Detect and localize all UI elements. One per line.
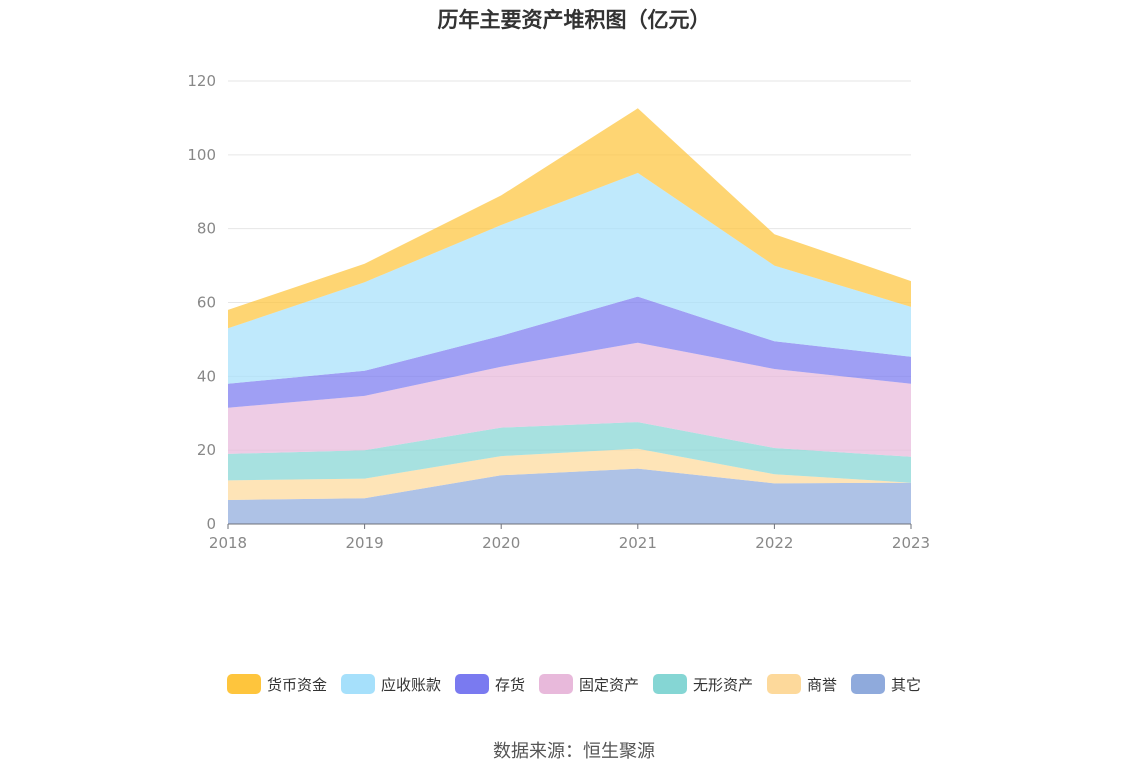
legend-item[interactable]: 固定资产 [538, 674, 639, 695]
y-tick-label: 120 [187, 72, 216, 90]
legend-swatch [538, 674, 573, 694]
y-tick-label: 80 [197, 220, 216, 238]
legend-item[interactable]: 无形资产 [653, 674, 753, 695]
axes: 0 20 40 60 80 100 120 2018 2019 2020 2021 2022 2023 [187, 72, 930, 552]
y-tick-label: 40 [197, 367, 216, 385]
x-tick-label: 2019 [346, 534, 384, 552]
x-tick-label: 2022 [755, 534, 793, 552]
chart-title: 历年主要资产堆积图（亿元） [437, 8, 711, 32]
legend-swatch [767, 674, 802, 694]
area-series-1[interactable] [228, 448, 911, 500]
legend-item[interactable]: 存货 [454, 674, 525, 695]
area-series-0[interactable] [228, 468, 911, 524]
legend-label: 无形资产 [693, 675, 754, 694]
legend-swatch [226, 674, 261, 694]
legend-item[interactable]: 其它 [851, 674, 921, 695]
x-tick-label: 2023 [892, 534, 930, 552]
legend-label: 货币资金 [266, 675, 327, 694]
area-series-4[interactable] [228, 296, 911, 408]
y-tick-label: 0 [206, 515, 216, 533]
legend-label: 商誉 [807, 675, 838, 694]
legend-item[interactable]: 应收账款 [340, 674, 441, 695]
y-tick-label: 20 [197, 441, 216, 459]
legend-label: 应收账款 [380, 675, 441, 694]
x-tick-label: 2020 [482, 534, 520, 552]
x-tick-label: 2018 [209, 534, 247, 552]
y-tick-label: 100 [187, 146, 216, 164]
x-tick-label: 2021 [619, 534, 657, 552]
area-series-5[interactable] [228, 172, 911, 384]
legend-swatch [340, 674, 375, 694]
y-tick-label: 60 [197, 294, 216, 312]
legend-swatch [653, 674, 687, 694]
area-series-2[interactable] [228, 422, 911, 483]
legend-label: 固定资产 [578, 675, 639, 694]
area-series-6[interactable] [228, 108, 911, 329]
legend-swatch [851, 674, 886, 694]
legend-swatch [454, 674, 489, 694]
legend-label: 存货 [494, 675, 525, 694]
legend-item[interactable]: 货币资金 [226, 674, 327, 695]
legend-item[interactable]: 商誉 [767, 674, 837, 695]
source-note: 数据来源：恒生聚源 [493, 741, 655, 762]
area-series [228, 108, 911, 524]
area-series-3[interactable] [228, 342, 911, 457]
legend: 货币资金 应收账款 存货 固定资产 无形资产 商誉 其它 [0, 672, 1148, 696]
legend-label: 其它 [891, 675, 922, 694]
